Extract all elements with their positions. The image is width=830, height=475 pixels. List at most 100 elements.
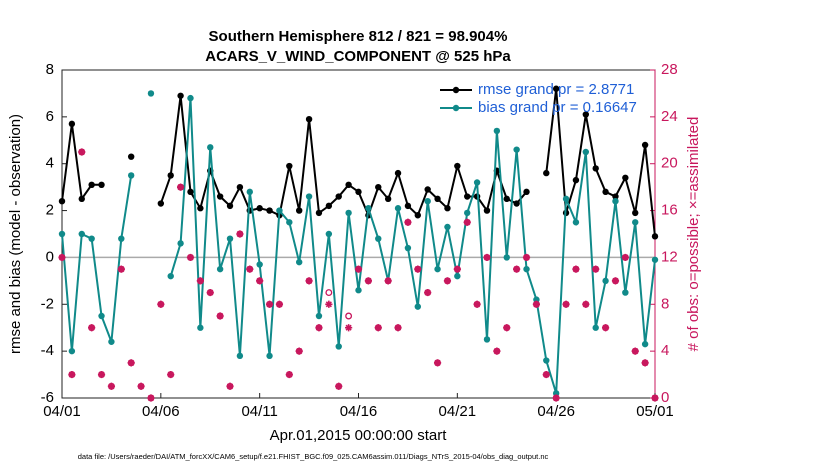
obs-assimilated <box>572 265 580 273</box>
obs-assimilated <box>443 277 452 285</box>
obs-assimilated <box>424 288 432 297</box>
obs-assimilated <box>611 277 620 285</box>
point <box>286 162 293 170</box>
obs-assimilated <box>592 265 600 273</box>
x-tick-label: 04/26 <box>537 403 575 420</box>
point <box>473 179 481 186</box>
obs-assimilated <box>97 370 106 379</box>
point <box>651 233 659 240</box>
obs-assimilated <box>68 370 76 379</box>
point <box>177 240 184 247</box>
obs-assimilated <box>256 277 264 285</box>
point <box>207 144 214 151</box>
x-axis-label: Apr.01,2015 00:00:00 start <box>270 427 448 444</box>
obs-assimilated <box>463 218 471 226</box>
point <box>424 186 431 193</box>
point <box>622 174 629 181</box>
point <box>533 296 540 303</box>
obs-assimilated <box>147 394 155 402</box>
point <box>305 193 313 200</box>
obs-assimilated <box>542 370 550 379</box>
point <box>296 258 303 266</box>
y-tick-label: 8 <box>46 61 54 78</box>
point <box>187 188 194 196</box>
plot-area <box>61 69 656 399</box>
point <box>256 261 263 268</box>
obs-assimilated <box>473 300 481 308</box>
obs-assimilated <box>315 324 323 332</box>
obs-assimilated <box>78 148 86 156</box>
obs-assimilated <box>414 265 422 273</box>
point <box>325 230 333 238</box>
y2-tick-label: 4 <box>661 342 669 359</box>
point <box>434 265 441 273</box>
point <box>483 207 491 214</box>
point <box>582 111 590 118</box>
point <box>641 141 649 149</box>
point <box>88 235 95 242</box>
y2-tick-label: 16 <box>661 202 678 219</box>
chart-title: Southern Hemisphere 812 / 821 = 98.904% <box>209 28 508 45</box>
obs-assimilated <box>552 394 560 402</box>
point <box>78 195 85 203</box>
point <box>147 90 155 97</box>
y-tick-label: 6 <box>46 108 54 125</box>
obs-assimilated <box>206 288 214 297</box>
obs-assimilated <box>226 382 234 390</box>
point <box>434 195 441 203</box>
obs-assimilated <box>621 253 629 262</box>
x-tick-label: 04/11 <box>241 403 277 420</box>
obs-assimilated <box>345 324 353 332</box>
point <box>197 205 204 212</box>
obs-assimilated <box>522 253 531 262</box>
legend-label: bias grand pr = 0.16647 <box>478 99 637 116</box>
point <box>88 181 95 188</box>
y2-tick-label: 24 <box>661 108 678 125</box>
point <box>236 183 244 191</box>
point <box>276 207 283 214</box>
obs-assimilated <box>285 370 293 379</box>
obs-assimilated <box>167 370 175 379</box>
obs-assimilated <box>275 300 284 308</box>
point <box>651 256 659 263</box>
y2-tick-label: 8 <box>661 295 669 312</box>
y-tick-label: 2 <box>46 202 54 219</box>
obs-possible <box>345 312 353 320</box>
point <box>355 188 362 196</box>
point <box>187 94 194 102</box>
obs-assimilated <box>651 394 659 402</box>
point <box>592 165 599 172</box>
series-line <box>61 98 656 394</box>
obs-assimilated <box>236 230 244 238</box>
obs-assimilated <box>631 347 639 355</box>
obs-assimilated <box>196 277 204 285</box>
point <box>157 200 165 207</box>
obs-assimilated <box>107 382 116 390</box>
point <box>523 188 530 196</box>
legend-marker <box>452 104 460 112</box>
point <box>602 277 609 285</box>
obs-assimilated <box>562 300 570 308</box>
obs-assimilated <box>157 300 165 308</box>
obs-assimilated <box>216 312 224 320</box>
point <box>503 254 510 261</box>
point <box>602 188 609 196</box>
point <box>98 181 105 188</box>
point <box>246 188 253 196</box>
obs-assimilated <box>374 324 382 332</box>
point <box>296 207 303 214</box>
point <box>177 92 184 99</box>
point <box>444 223 451 231</box>
point <box>266 352 273 360</box>
point <box>464 209 471 217</box>
x-tick-label: 05/01 <box>636 403 674 420</box>
point <box>58 198 66 205</box>
y-tick-label: -4 <box>41 342 54 359</box>
obs-assimilated <box>127 359 135 367</box>
point <box>572 176 580 184</box>
point <box>108 338 115 345</box>
point <box>394 169 402 177</box>
point <box>375 183 382 191</box>
point <box>345 181 352 188</box>
point <box>404 244 412 252</box>
